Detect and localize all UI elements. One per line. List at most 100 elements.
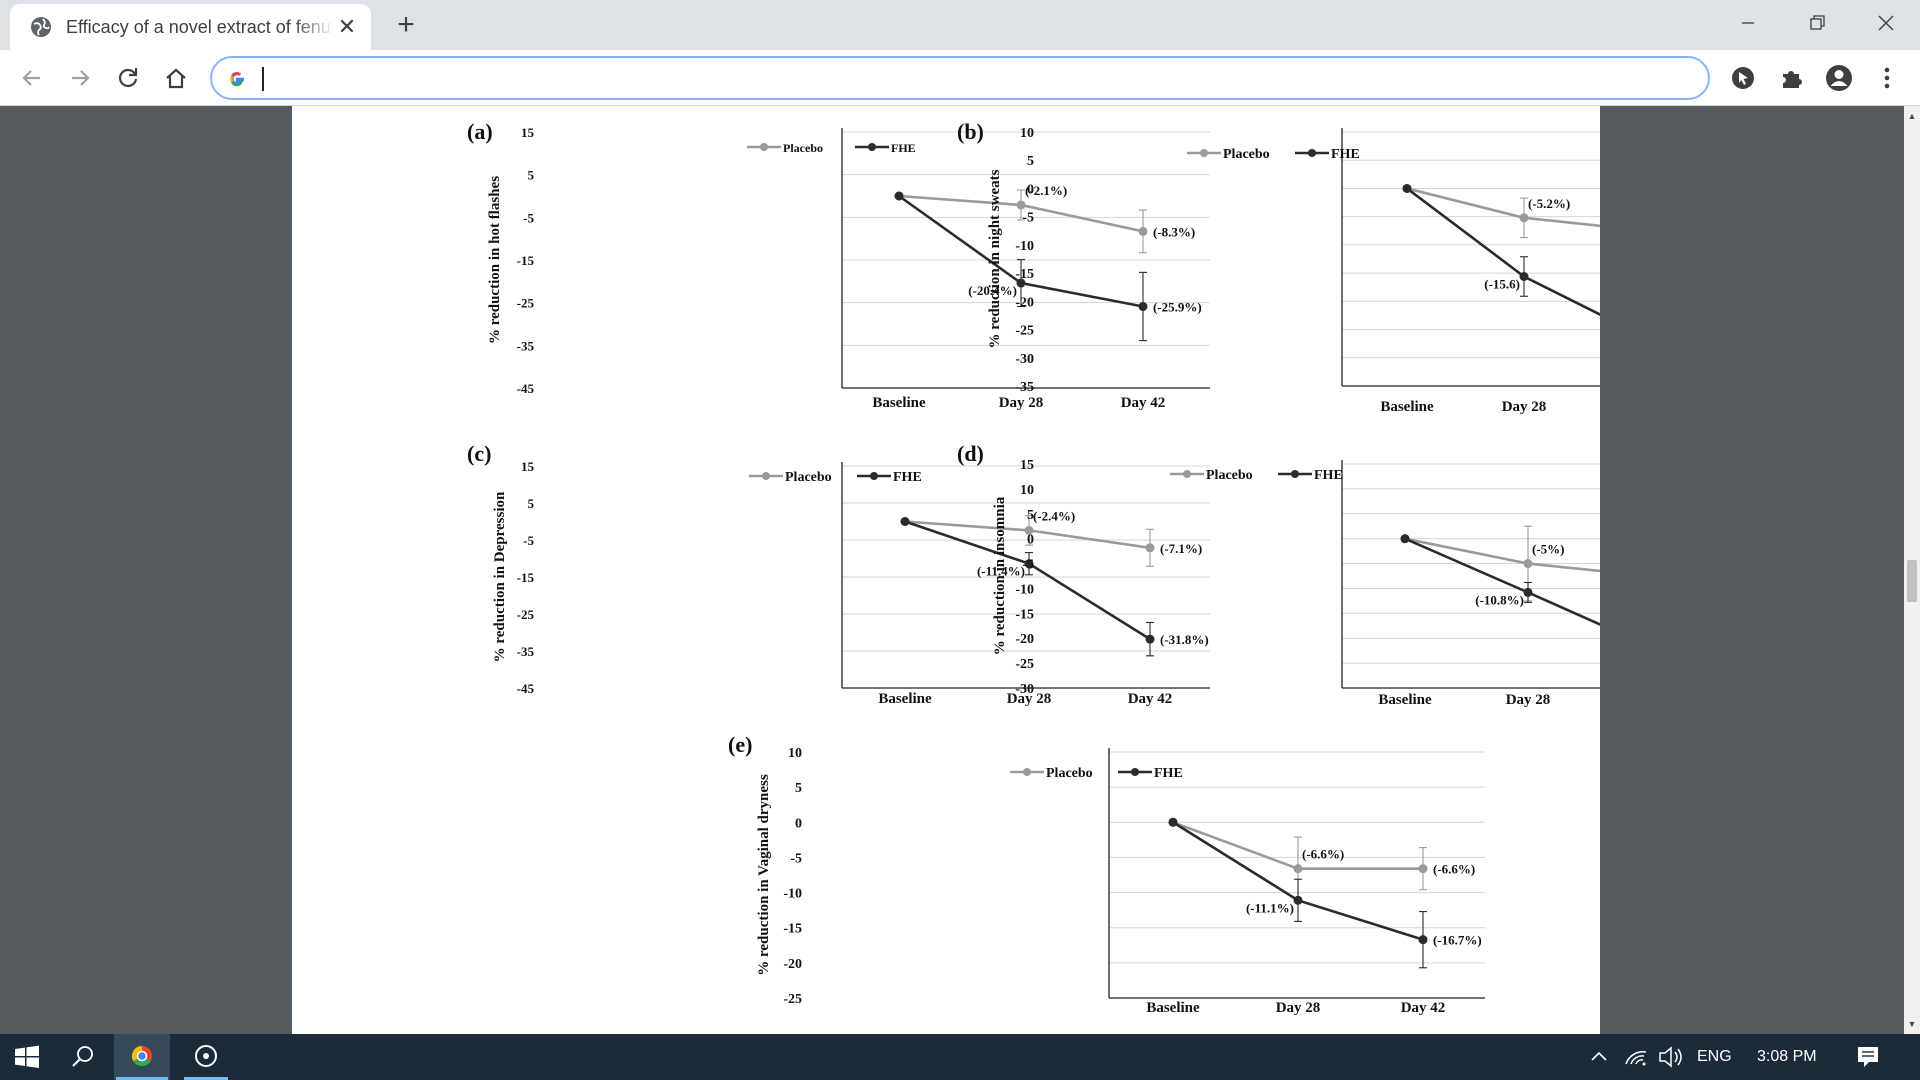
forward-arrow-icon[interactable] xyxy=(64,62,96,94)
y-tick-label: -30 xyxy=(1015,682,1034,697)
legend-label: FHE xyxy=(893,470,922,485)
y-tick-label: -5 xyxy=(523,210,534,225)
y-tick-label: -25 xyxy=(1015,324,1034,339)
data-label: (-2.4%) xyxy=(1033,508,1075,523)
y-tick-label: -5 xyxy=(523,533,534,548)
y-tick-label: -45 xyxy=(517,381,535,396)
data-point-fhe xyxy=(894,191,904,201)
x-category-label: Baseline xyxy=(1378,692,1432,708)
y-tick-label: -15 xyxy=(517,253,535,268)
media-app-icon[interactable] xyxy=(178,1034,234,1080)
y-tick-label: 0 xyxy=(1027,533,1034,548)
wifi-icon[interactable] xyxy=(1622,1034,1650,1080)
y-tick-label: 0 xyxy=(795,816,802,831)
data-label: (-25.9%) xyxy=(1153,300,1202,315)
legend-marker xyxy=(760,143,768,151)
close-icon xyxy=(1878,15,1894,31)
google-icon xyxy=(229,72,244,87)
address-bar[interactable] xyxy=(210,56,1710,100)
data-label: (-31.8%) xyxy=(1160,632,1209,647)
y-tick-label: -20 xyxy=(1015,295,1034,310)
y-tick-label: -15 xyxy=(1015,607,1034,622)
vertical-scrollbar[interactable]: ▲ ▼ xyxy=(1904,106,1920,1034)
browser-tab[interactable]: Efficacy of a novel extract of fenugreek… xyxy=(10,4,371,50)
data-point-fhe xyxy=(1418,935,1428,945)
data-point-fhe xyxy=(1400,534,1410,544)
data-label: (-11.1%) xyxy=(1246,900,1294,915)
data-point-fhe xyxy=(900,517,910,526)
y-tick-label: -5 xyxy=(1022,211,1034,226)
chart-panel-1: (a) 15 5 -5 -15 -25 -35 -45 % reduction in hot f… xyxy=(467,119,1210,411)
legend-label: Placebo xyxy=(785,470,832,485)
y-tick-label: 10 xyxy=(788,746,802,761)
profile-avatar-icon[interactable] xyxy=(1823,62,1855,94)
legend-marker xyxy=(870,472,878,480)
x-category-label: Day 28 xyxy=(1506,692,1551,708)
minimize-button[interactable] xyxy=(1726,8,1770,38)
windows-start-icon[interactable] xyxy=(0,1034,54,1080)
scroll-up-arrow-icon[interactable]: ▲ xyxy=(1907,111,1917,121)
home-icon[interactable] xyxy=(160,62,192,94)
search-icon[interactable] xyxy=(58,1034,106,1080)
menu-kebab-icon[interactable] xyxy=(1871,62,1903,94)
data-point-placebo xyxy=(1519,213,1529,223)
x-category-label: Day 42 xyxy=(1121,395,1166,411)
legend-marker xyxy=(1183,470,1191,478)
data-label: (-10.8%) xyxy=(1475,592,1524,607)
close-window-button[interactable] xyxy=(1863,8,1907,38)
y-tick-label: -15 xyxy=(783,922,802,937)
data-point-placebo xyxy=(1016,200,1026,210)
y-tick-label: -20 xyxy=(1015,632,1034,647)
y-tick-label: -25 xyxy=(1015,657,1034,672)
y-tick-label: -30 xyxy=(1015,352,1034,367)
chevron-up-icon[interactable] xyxy=(1586,1034,1612,1080)
data-point-placebo xyxy=(1145,543,1155,553)
language-indicator[interactable]: ENG xyxy=(1697,1048,1732,1065)
y-tick-label: 15 xyxy=(521,459,535,474)
document-viewport[interactable]: (a) 15 5 -5 -15 -25 -35 -45 % reduction in hot f… xyxy=(0,106,1904,1034)
x-category-label: Day 42 xyxy=(1128,691,1173,707)
data-label: (-16.7%) xyxy=(1433,933,1482,948)
data-label: (-20.4%) xyxy=(968,283,1017,298)
notifications-icon[interactable] xyxy=(1848,1034,1888,1080)
extensions-puzzle-icon[interactable] xyxy=(1775,62,1807,94)
legend-marker xyxy=(1131,768,1139,776)
reload-icon[interactable] xyxy=(112,62,144,94)
x-category-label: Baseline xyxy=(1146,1000,1200,1016)
y-tick-label: 5 xyxy=(1027,154,1034,169)
y-tick-label: 5 xyxy=(795,781,802,796)
chrome-taskbar-icon[interactable] xyxy=(114,1034,170,1080)
y-tick-label: 5 xyxy=(1027,508,1034,523)
y-tick-label: -25 xyxy=(783,992,802,1007)
y-tick-label: -15 xyxy=(517,570,535,585)
x-category-label: Baseline xyxy=(1380,399,1434,415)
restore-button[interactable] xyxy=(1795,8,1839,38)
close-tab-icon[interactable]: ✕ xyxy=(337,14,357,39)
data-point-placebo xyxy=(1418,864,1428,874)
x-category-label: Day 28 xyxy=(1502,399,1547,415)
data-point-placebo xyxy=(1523,559,1533,569)
new-tab-button[interactable]: + xyxy=(397,8,415,41)
y-tick-label: -25 xyxy=(517,296,535,311)
tab-title: Efficacy of a novel extract of fenugreek… xyxy=(66,17,334,37)
legend-label: FHE xyxy=(1314,468,1343,483)
legend-label: Placebo xyxy=(1206,468,1253,483)
figure-panels: (a) 15 5 -5 -15 -25 -35 -45 % reduction in hot f… xyxy=(467,119,1600,1016)
y-tick-label: -5 xyxy=(1022,558,1034,573)
extension-cursor-icon[interactable] xyxy=(1727,62,1759,94)
address-input[interactable] xyxy=(258,64,1678,92)
scroll-down-arrow-icon[interactable]: ▼ xyxy=(1907,1019,1917,1029)
back-arrow-icon[interactable] xyxy=(16,62,48,94)
data-point-fhe xyxy=(1168,817,1178,827)
y-tick-label: -10 xyxy=(1015,239,1034,254)
volume-icon[interactable] xyxy=(1656,1034,1686,1080)
y-tick-label: -5 xyxy=(790,851,802,866)
data-point-placebo xyxy=(1138,226,1148,236)
data-point-fhe xyxy=(1293,895,1303,905)
panel-tag: (d) xyxy=(957,441,984,466)
scrollbar-thumb[interactable] xyxy=(1907,560,1917,602)
clock[interactable]: 3:08 PM xyxy=(1757,1048,1817,1065)
series-line-fhe xyxy=(1406,187,1600,316)
y-tick-label: 10 xyxy=(1020,483,1034,498)
